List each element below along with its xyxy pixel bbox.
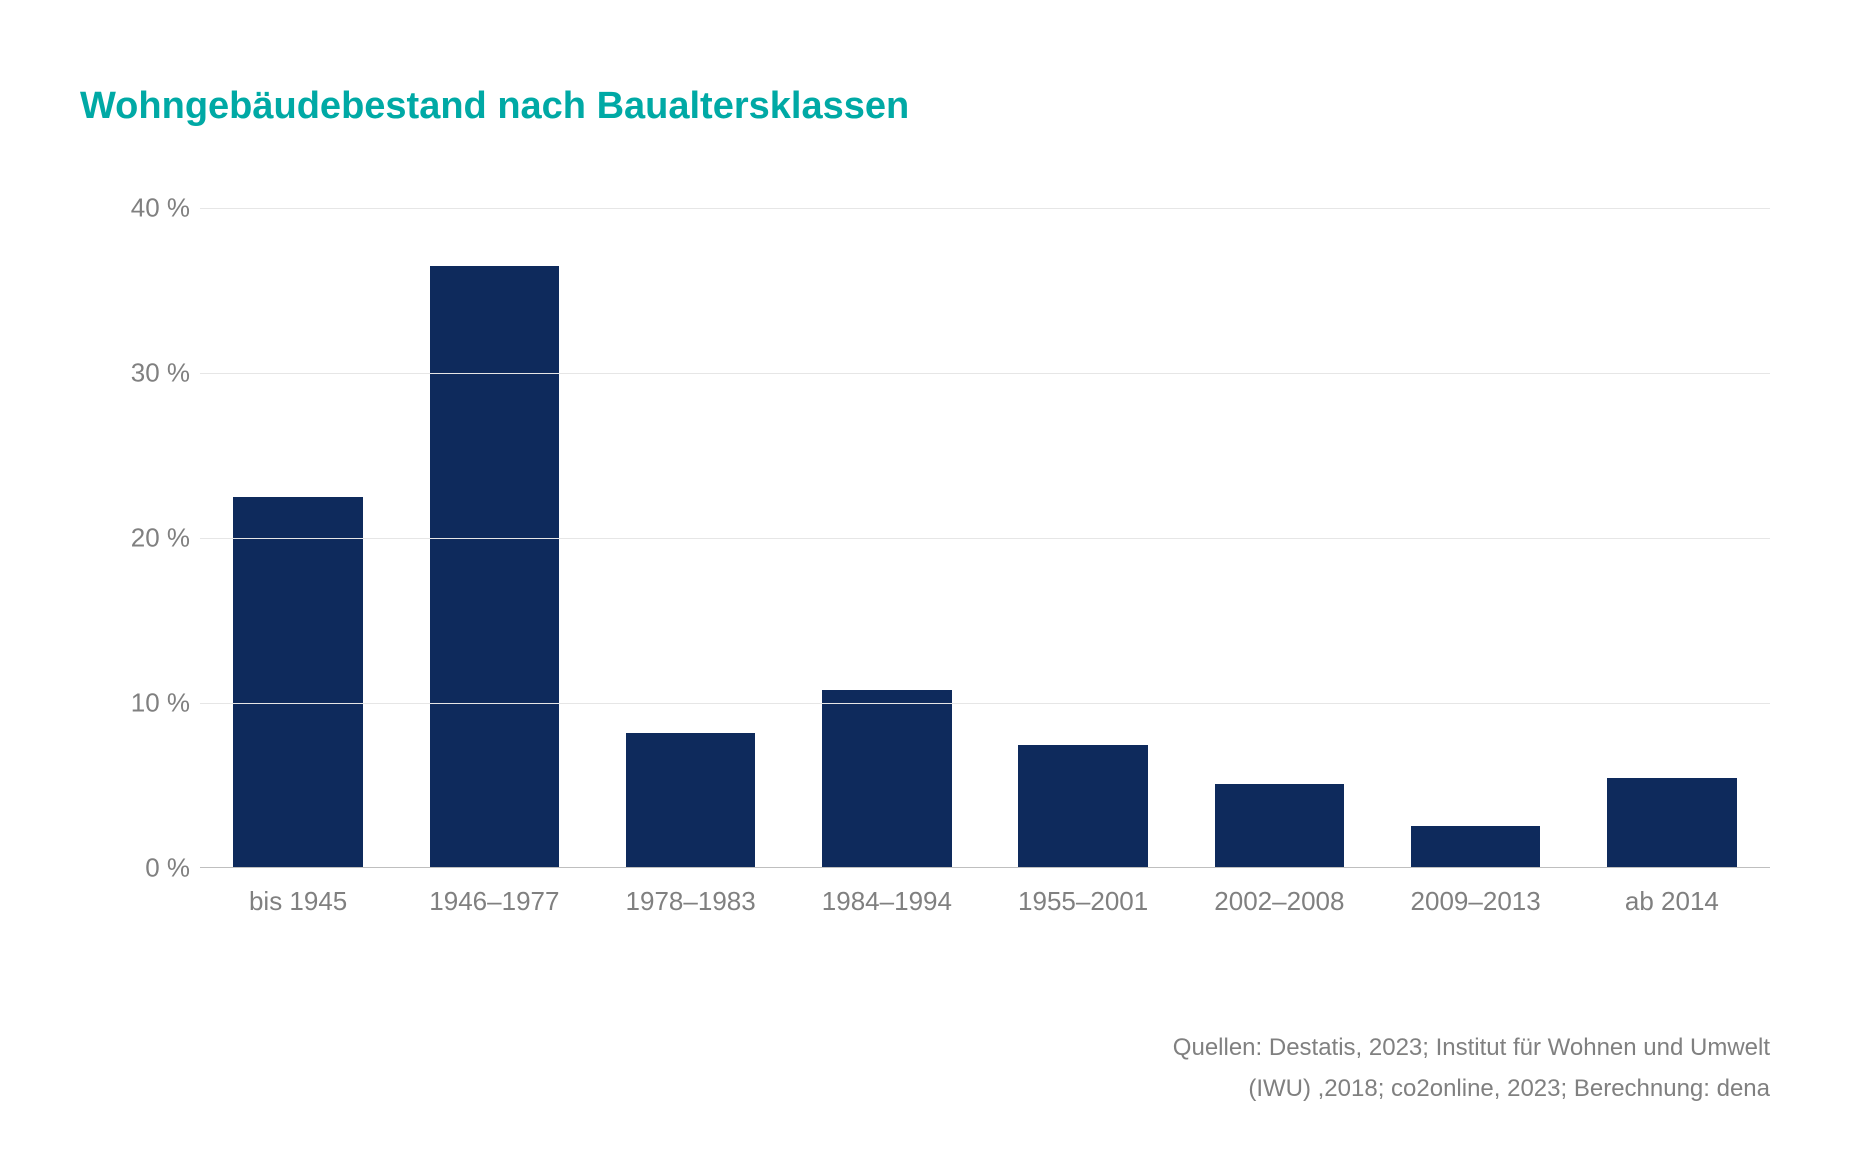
x-tick-label: 2002–2008 xyxy=(1214,886,1344,917)
gridline xyxy=(200,703,1770,704)
x-tick-label: bis 1945 xyxy=(249,886,347,917)
bar-chart: bis 1945 1946–1977 1978–1983 1984–1994 1955–… xyxy=(80,208,1770,928)
gridline xyxy=(200,373,1770,374)
y-tick-label: 20 % xyxy=(100,523,190,554)
y-tick-label: 30 % xyxy=(100,358,190,389)
x-tick-label: 1984–1994 xyxy=(822,886,952,917)
x-tick-label: 2009–2013 xyxy=(1411,886,1541,917)
plot-area: bis 19451946–19771978–19831984–19941955–… xyxy=(200,208,1770,868)
bar xyxy=(1411,826,1541,869)
bar xyxy=(1607,778,1737,869)
bar xyxy=(1018,745,1148,869)
x-tick-label: ab 2014 xyxy=(1625,886,1719,917)
y-tick-label: 40 % xyxy=(100,193,190,224)
y-tick-label: 10 % xyxy=(100,688,190,719)
x-tick-label: 1946–1977 xyxy=(429,886,559,917)
bar xyxy=(233,497,363,868)
source-line-2: (IWU) ,2018; co2online, 2023; Berechnung… xyxy=(80,1069,1770,1110)
bar xyxy=(430,266,560,868)
x-tick-label: 1955–2001 xyxy=(1018,886,1148,917)
source-line-1: Quellen: Destatis, 2023; Institut für Wo… xyxy=(80,1028,1770,1069)
x-tick-label: 1978–1983 xyxy=(626,886,756,917)
source-attribution: Quellen: Destatis, 2023; Institut für Wo… xyxy=(80,1028,1770,1110)
gridline xyxy=(200,538,1770,539)
bar xyxy=(626,733,756,868)
y-tick-label: 0 % xyxy=(100,853,190,884)
chart-title: Wohngebäudebestand nach Baualtersklassen xyxy=(80,85,1770,128)
x-axis-baseline xyxy=(200,867,1770,869)
bar xyxy=(1215,784,1345,868)
gridline xyxy=(200,208,1770,209)
bar xyxy=(822,690,952,868)
